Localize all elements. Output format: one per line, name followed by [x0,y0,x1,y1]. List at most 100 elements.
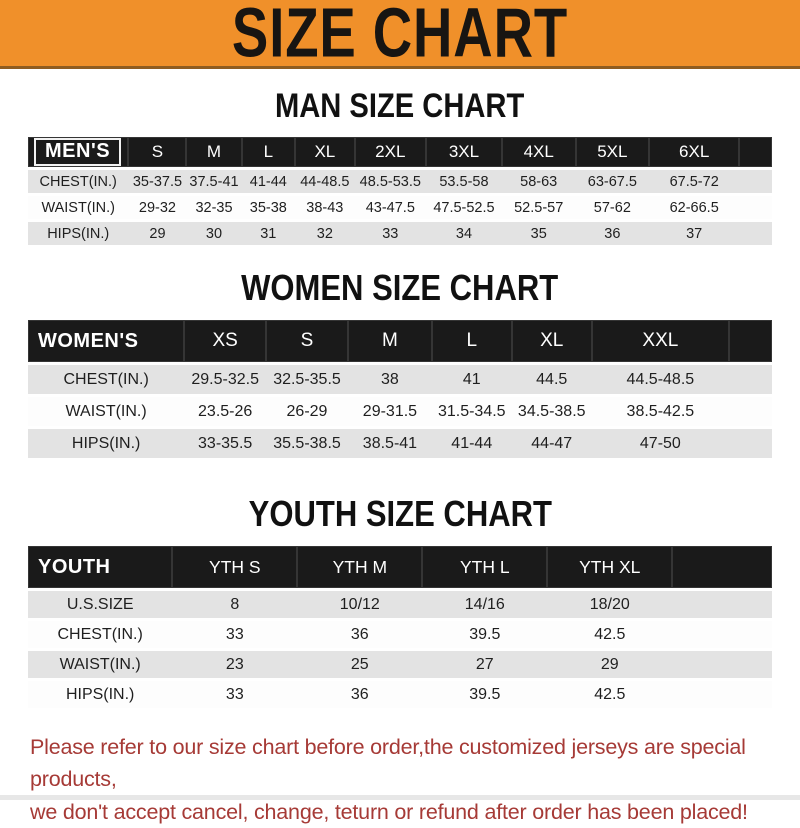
column-header: XXL [591,320,729,362]
column-header: YTH S [172,546,298,588]
row-label: HIPS(IN.) [28,681,173,708]
table-cell: 52.5-57 [501,196,576,219]
men-table-label: MEN'S [28,137,129,167]
column-header: YTH M [297,546,423,588]
cell-filler [672,681,772,708]
table-cell: 37 [649,222,740,245]
table-cell: 26-29 [266,397,348,426]
table-row: HIPS(IN.) 29 30 31 32 33 34 35 36 37 [28,222,772,245]
disclaimer-line-2: we don't accept cancel, change, teturn o… [30,799,748,824]
table-cell: 34 [426,222,502,245]
column-header: S [266,320,348,362]
table-cell: 32.5-35.5 [266,365,348,394]
row-label: HIPS(IN.) [28,222,129,245]
table-cell: 25 [297,651,423,678]
youth-size-table: YOUTH YTH S YTH M YTH L YTH XL U.S.SIZE … [28,543,772,711]
table-cell: 44-47 [511,429,592,458]
size-chart-banner: SIZE CHART [0,0,800,72]
table-cell: 33-35.5 [184,429,267,458]
column-header: M [186,137,242,167]
column-header: S [128,137,187,167]
table-cell: 35-37.5 [128,170,187,193]
table-cell: 8 [172,591,298,618]
table-cell: 35 [501,222,576,245]
bottom-edge-strip [0,795,800,800]
column-header: XL [511,320,592,362]
youth-header-row: YOUTH YTH S YTH M YTH L YTH XL [28,546,772,588]
header-filler [739,137,772,167]
table-cell: 53.5-58 [426,170,502,193]
banner-title: SIZE CHART [231,0,569,72]
table-cell: 38-43 [295,196,355,219]
column-header: YTH L [422,546,548,588]
table-row: WAIST(IN.) 23.5-26 26-29 29-31.5 31.5-34… [28,397,772,426]
row-label: U.S.SIZE [28,591,173,618]
table-cell: 18/20 [547,591,673,618]
column-header: 2XL [354,137,427,167]
table-cell: 36 [297,621,423,648]
table-cell: 43-47.5 [354,196,427,219]
cell-filler [728,429,772,458]
row-label: CHEST(IN.) [28,365,185,394]
men-size-table: MEN'S S M L XL 2XL 3XL 4XL 5XL 6XL CHEST… [28,134,772,248]
table-cell: 31 [241,222,296,245]
column-header: M [347,320,432,362]
cell-filler [728,365,772,394]
cell-filler [739,170,772,193]
cell-filler [739,196,772,219]
cell-filler [672,591,772,618]
column-header: L [241,137,296,167]
table-cell: 29.5-32.5 [184,365,267,394]
table-row: CHEST(IN.) 33 36 39.5 42.5 [28,621,772,648]
cell-filler [739,222,772,245]
table-cell: 57-62 [575,196,650,219]
table-cell: 67.5-72 [649,170,740,193]
table-cell: 27 [422,651,548,678]
table-cell: 58-63 [501,170,576,193]
table-cell: 14/16 [422,591,548,618]
row-label: CHEST(IN.) [28,621,173,648]
table-row: U.S.SIZE 8 10/12 14/16 18/20 [28,591,772,618]
table-cell: 33 [172,621,298,648]
disclaimer-text: Please refer to our size chart before or… [30,731,772,828]
men-section-heading: MAN SIZE CHART [0,86,800,125]
row-label: HIPS(IN.) [28,429,185,458]
table-cell: 62-66.5 [649,196,740,219]
table-row: WAIST(IN.) 23 25 27 29 [28,651,772,678]
women-size-table: WOMEN'S XS S M L XL XXL CHEST(IN.) 29.5-… [28,317,772,461]
youth-section-heading: YOUTH SIZE CHART [0,493,800,534]
women-section-heading: WOMEN SIZE CHART [0,267,800,308]
column-header: 3XL [426,137,502,167]
table-row: CHEST(IN.) 29.5-32.5 32.5-35.5 38 41 44.… [28,365,772,394]
table-cell: 38.5-41 [347,429,432,458]
table-cell: 29-31.5 [347,397,432,426]
table-row: HIPS(IN.) 33 36 39.5 42.5 [28,681,772,708]
youth-section-heading-text: YOUTH SIZE CHART [248,493,552,534]
women-table-label: WOMEN'S [28,320,185,362]
table-cell: 29-32 [128,196,187,219]
table-cell: 44.5-48.5 [591,365,729,394]
table-cell: 38.5-42.5 [591,397,729,426]
table-cell: 10/12 [297,591,423,618]
women-header-row: WOMEN'S XS S M L XL XXL [28,320,772,362]
table-cell: 63-67.5 [575,170,650,193]
table-cell: 41 [431,365,512,394]
table-row: CHEST(IN.) 35-37.5 37.5-41 41-44 44-48.5… [28,170,772,193]
table-cell: 34.5-38.5 [511,397,592,426]
table-cell: 33 [354,222,427,245]
row-label: CHEST(IN.) [28,170,129,193]
table-cell: 39.5 [422,681,548,708]
table-cell: 36 [575,222,650,245]
cell-filler [728,397,772,426]
table-cell: 42.5 [547,681,673,708]
column-header: XS [184,320,267,362]
table-cell: 38 [347,365,432,394]
column-header: 5XL [575,137,650,167]
table-cell: 35-38 [241,196,296,219]
cell-filler [672,621,772,648]
cell-filler [672,651,772,678]
table-cell: 36 [297,681,423,708]
table-cell: 41-44 [241,170,296,193]
table-cell: 23 [172,651,298,678]
table-cell: 44-48.5 [295,170,355,193]
